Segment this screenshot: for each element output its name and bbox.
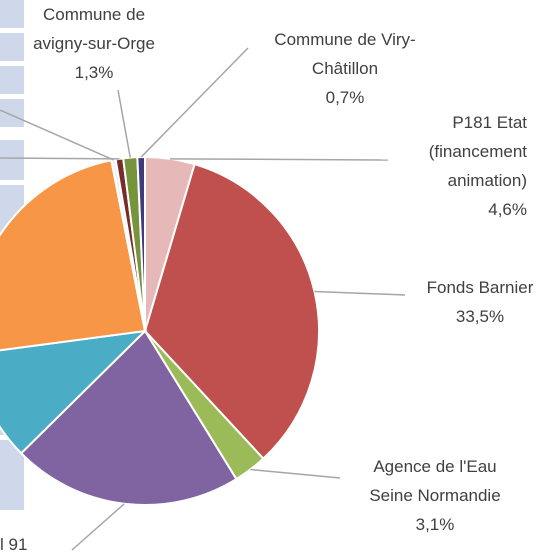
pie-slice (143, 162, 320, 460)
label-line: Seine Normandie (369, 486, 500, 505)
leader-line (0, 109, 114, 161)
slice-label: Agence de l'Eau Seine Normandie (369, 457, 500, 505)
slice-label: P181 Etat (financement animation) (429, 113, 528, 190)
label-line: P181 Etat (452, 113, 527, 132)
value-label: 0,7% (326, 88, 365, 107)
label-line: (financement (429, 142, 528, 161)
slice-label: Fonds Barnier (427, 278, 534, 297)
leader-line (170, 158, 389, 161)
slice-label: Commune de avigny-sur-Orge (33, 5, 155, 53)
label-line: avigny-sur-Orge (33, 34, 155, 53)
value-label: 3,1% (416, 515, 455, 534)
pie-slice (0, 159, 147, 352)
leader-line (71, 503, 125, 551)
leader-line (314, 290, 406, 296)
pie-slice (0, 329, 148, 455)
label-line: Agence de l'Eau (373, 457, 496, 476)
leader-line (117, 89, 131, 158)
value-label: 4,6% (488, 200, 527, 219)
label-line: Châtillon (312, 59, 378, 78)
slice-label: Commune de Viry- Châtillon (274, 30, 415, 78)
label-line: Fonds Barnier (427, 278, 534, 297)
label-line: animation) (448, 171, 527, 190)
leader-line (250, 468, 341, 479)
label-line: Commune de (43, 5, 145, 24)
label-line: l 91 (0, 535, 27, 554)
value-label: 33,5% (456, 307, 504, 326)
slice-label: l 91 (0, 535, 27, 554)
pie-slice (19, 329, 238, 506)
value-label: 1,3% (75, 63, 114, 82)
leader-line (0, 157, 120, 160)
leader-line (140, 47, 249, 158)
label-line: Commune de Viry- (274, 30, 415, 49)
